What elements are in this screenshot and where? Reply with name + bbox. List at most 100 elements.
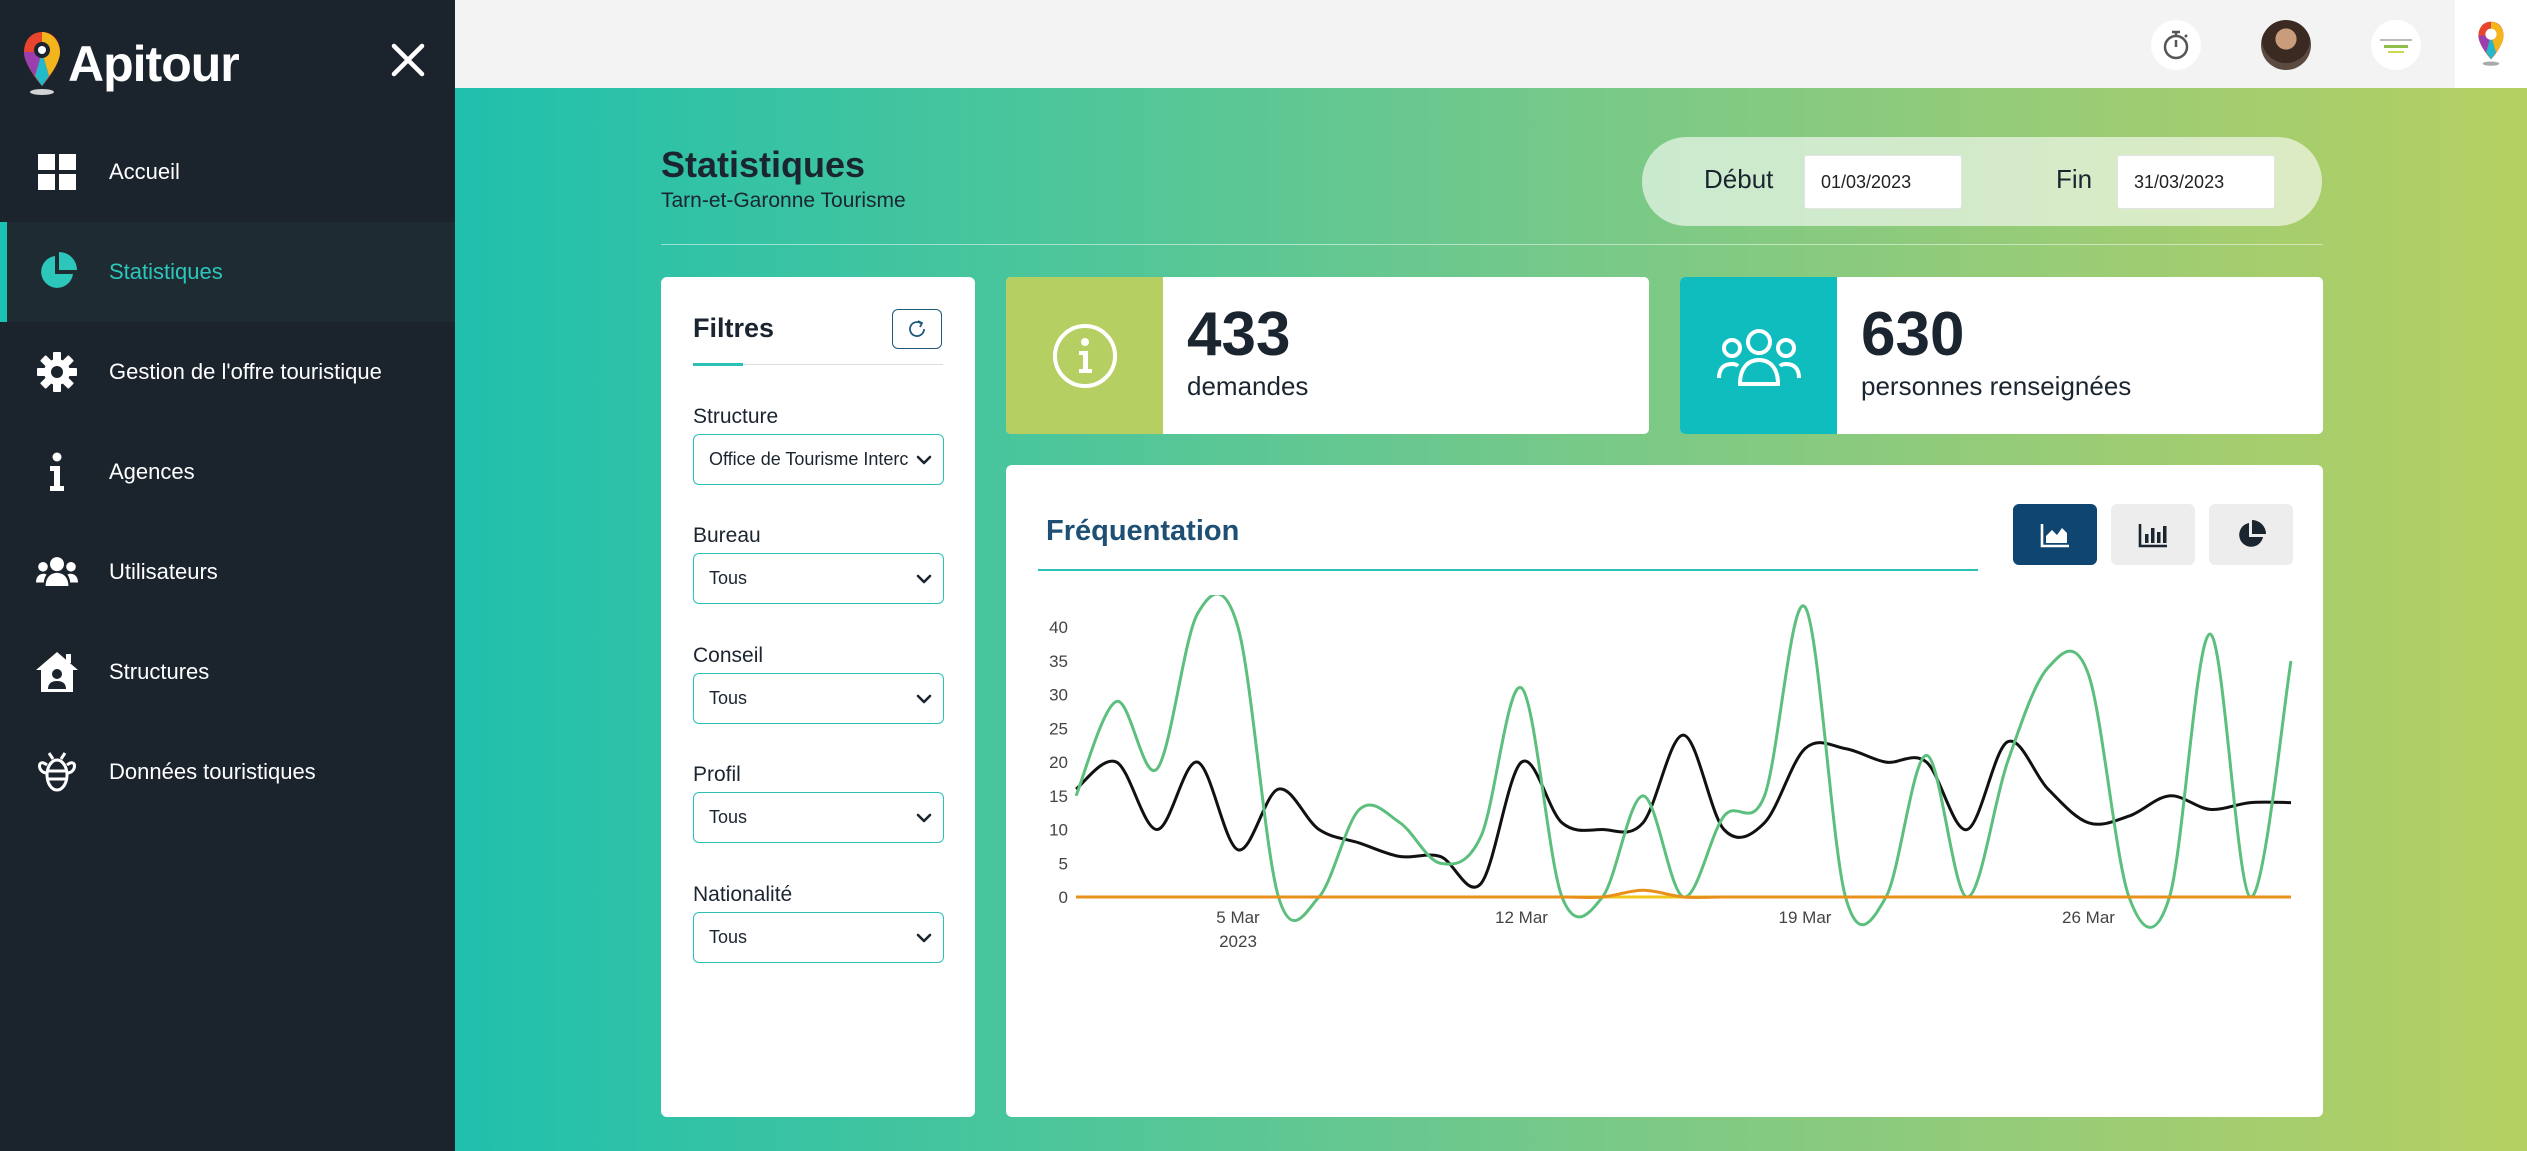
kpi-label: personnes renseignées bbox=[1861, 371, 2132, 401]
conseil-select[interactable]: Tous bbox=[693, 673, 944, 724]
y-tick-label: 30 bbox=[1049, 686, 1068, 705]
bar-chart-button[interactable] bbox=[2111, 504, 2195, 565]
gear-icon bbox=[36, 351, 78, 393]
close-icon[interactable] bbox=[386, 38, 430, 82]
organization-logo-icon bbox=[2380, 39, 2412, 53]
profil-select[interactable]: Tous bbox=[693, 792, 944, 843]
kpi-card-demandes: 433 demandes bbox=[1006, 277, 1649, 434]
conseil-label: Conseil bbox=[693, 644, 764, 667]
sidebar: Apitour Accueil Statistiques Gestion de … bbox=[0, 0, 455, 1151]
pie-chart-icon bbox=[36, 251, 78, 293]
reset-filters-button[interactable] bbox=[892, 309, 942, 349]
structure-select[interactable]: Office de Tourisme Intercommunal bbox=[693, 434, 944, 485]
kpi-card-personnes: 630 personnes renseignées bbox=[1680, 277, 2323, 434]
stopwatch-icon bbox=[2163, 30, 2189, 60]
sidebar-item-label: Structures bbox=[109, 659, 210, 684]
filters-title: Filtres bbox=[693, 313, 775, 343]
bar-chart-icon bbox=[2138, 523, 2167, 547]
end-date-input[interactable]: 31/03/2023 bbox=[2117, 155, 2275, 209]
user-avatar[interactable] bbox=[2261, 20, 2311, 70]
series-line-2 bbox=[1076, 888, 2291, 899]
chart-title-underline bbox=[1038, 569, 1978, 571]
sidebar-item-label: Gestion de l'offre touristique bbox=[109, 359, 382, 384]
structure-label: Structure bbox=[693, 405, 779, 428]
x-tick-label: 26 Mar bbox=[2062, 908, 2115, 927]
series-line-1 bbox=[1075, 733, 2292, 889]
page-subtitle: Tarn-et-Garonne Tourisme bbox=[661, 189, 906, 212]
sidebar-item-label: Données touristiques bbox=[109, 759, 316, 784]
info-icon bbox=[36, 451, 78, 493]
y-tick-label: 5 bbox=[1059, 854, 1068, 873]
series-line-0 bbox=[1074, 595, 2293, 929]
chart-title: Fréquentation bbox=[1046, 515, 1240, 547]
x-tick-label: 5 Mar bbox=[1216, 908, 1260, 927]
house-user-icon bbox=[36, 651, 78, 693]
filters-panel: Filtres Structure Office de Tourisme Int… bbox=[661, 277, 975, 1117]
kpi-icon-box bbox=[1680, 277, 1837, 434]
chevron-down-icon bbox=[916, 813, 932, 823]
date-range: Début 01/03/2023 Fin 31/03/2023 bbox=[1642, 137, 2322, 226]
main-content: Statistiques Tarn-et-Garonne Tourisme Dé… bbox=[455, 88, 2527, 1151]
sidebar-item-label: Accueil bbox=[109, 159, 180, 184]
structure-select-value: Office de Tourisme Intercommunal bbox=[709, 449, 909, 469]
users-icon bbox=[36, 551, 78, 593]
chevron-down-icon bbox=[916, 455, 932, 465]
topbar bbox=[455, 0, 2527, 88]
filters-divider bbox=[693, 363, 943, 366]
frequentation-line-chart: 0 5 10 15 20 25 30 35 40 5 Mar 2023 12 Mar 19 Mar 26 … bbox=[1049, 595, 2293, 951]
pie-chart-button[interactable] bbox=[2209, 504, 2293, 565]
conseil-select-value: Tous bbox=[709, 688, 748, 708]
timer-button[interactable] bbox=[2151, 20, 2201, 70]
sidebar-item-donnees-touristiques[interactable]: Données touristiques bbox=[0, 722, 455, 822]
x-tick-label: 12 Mar bbox=[1495, 908, 1548, 927]
map-pin-logo-icon bbox=[24, 32, 60, 95]
kpi-value: 433 bbox=[1187, 300, 1291, 369]
y-tick-label: 10 bbox=[1049, 821, 1068, 840]
organization-logo[interactable] bbox=[2371, 20, 2421, 70]
chevron-down-icon bbox=[916, 574, 932, 584]
info-circle-icon bbox=[1052, 323, 1117, 388]
kpi-label: demandes bbox=[1187, 371, 1309, 401]
app-name: Apitour bbox=[68, 36, 240, 92]
nationalite-select[interactable]: Tous bbox=[693, 912, 944, 963]
sidebar-item-structures[interactable]: Structures bbox=[0, 622, 455, 722]
area-chart-button[interactable] bbox=[2013, 504, 2097, 565]
y-tick-label: 40 bbox=[1049, 618, 1068, 637]
x-tick-sublabel: 2023 bbox=[1219, 932, 1257, 951]
sidebar-item-agences[interactable]: Agences bbox=[0, 422, 455, 522]
profil-select-value: Tous bbox=[709, 807, 748, 827]
bureau-select-value: Tous bbox=[709, 568, 748, 588]
y-tick-label: 35 bbox=[1049, 652, 1068, 671]
map-pin-logo-icon bbox=[2478, 21, 2504, 66]
bee-icon bbox=[36, 751, 78, 793]
nationalite-select-value: Tous bbox=[709, 927, 748, 947]
profil-label: Profil bbox=[693, 763, 741, 786]
y-tick-label: 20 bbox=[1049, 753, 1068, 772]
y-tick-label: 15 bbox=[1049, 787, 1068, 806]
sidebar-item-statistiques[interactable]: Statistiques bbox=[0, 222, 455, 322]
chevron-down-icon bbox=[916, 694, 932, 704]
sidebar-item-label: Statistiques bbox=[109, 259, 223, 284]
page-title: Statistiques bbox=[661, 144, 866, 185]
x-tick-label: 19 Mar bbox=[1779, 908, 1832, 927]
bureau-label: Bureau bbox=[693, 524, 761, 547]
grid-icon bbox=[36, 151, 78, 193]
header-divider bbox=[661, 244, 2323, 245]
kpi-value: 630 bbox=[1861, 300, 1965, 369]
app-logo[interactable]: Apitour bbox=[22, 24, 240, 104]
sidebar-item-label: Utilisateurs bbox=[109, 559, 218, 584]
y-tick-label: 25 bbox=[1049, 719, 1068, 738]
sidebar-item-utilisateurs[interactable]: Utilisateurs bbox=[0, 522, 455, 622]
bureau-select[interactable]: Tous bbox=[693, 553, 944, 604]
kpi-icon-box bbox=[1006, 277, 1163, 434]
frequentation-chart-card: Fréquentation 0 5 10 15 20 25 30 35 40 5 Mar 2023 1… bbox=[1006, 465, 2323, 1117]
area-chart-icon bbox=[2040, 523, 2069, 547]
sidebar-item-accueil[interactable]: Accueil bbox=[0, 122, 455, 222]
sidebar-nav: Accueil Statistiques Gestion de l'offre … bbox=[0, 122, 455, 822]
end-date-label: Fin bbox=[2056, 164, 2093, 194]
app-switcher[interactable] bbox=[2455, 0, 2527, 88]
start-date-label: Début bbox=[1704, 164, 1774, 194]
sidebar-item-gestion-offre[interactable]: Gestion de l'offre touristique bbox=[0, 322, 455, 422]
y-tick-label: 0 bbox=[1059, 888, 1068, 907]
start-date-input[interactable]: 01/03/2023 bbox=[1804, 155, 1962, 209]
